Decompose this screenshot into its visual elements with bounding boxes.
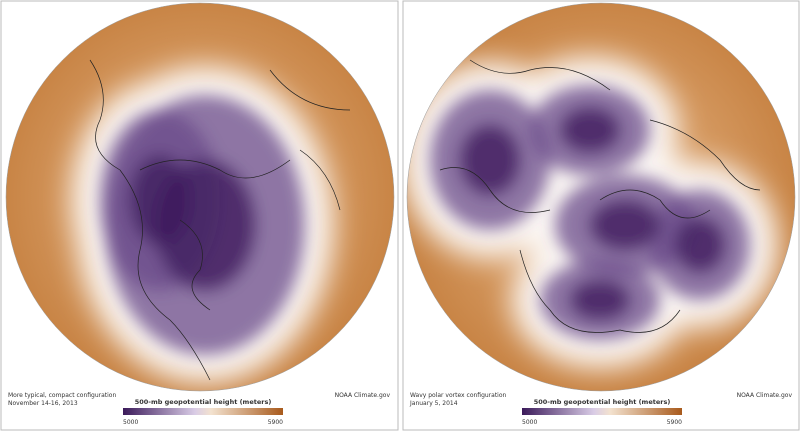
low-height-core	[570, 280, 630, 320]
purple-region	[100, 95, 305, 355]
colorbar-max: 5900	[268, 419, 283, 426]
map-outline	[5, 2, 395, 392]
low-height-core	[560, 107, 620, 153]
polar-map	[407, 3, 795, 391]
colorbar-min: 5000	[522, 419, 537, 426]
colorbar-max: 5900	[667, 419, 682, 426]
low-height-core	[130, 155, 190, 245]
low-height-core	[460, 125, 520, 195]
coastline	[89, 59, 351, 381]
caption: More typical, compact configuration	[8, 392, 116, 399]
colorbar-label: 500-mb geopotential height (meters)	[135, 398, 272, 406]
credit: NOAA Climate.gov	[335, 392, 391, 399]
colorbar	[522, 408, 682, 415]
credit: NOAA Climate.gov	[737, 392, 793, 399]
coastline	[439, 59, 761, 333]
colorbar-min: 5000	[123, 419, 138, 426]
date: January 5, 2014	[409, 400, 458, 407]
map-outline	[406, 2, 796, 392]
polar-map	[6, 3, 394, 391]
low-height-core	[590, 200, 660, 250]
caption: Wavy polar vortex configuration	[410, 392, 507, 399]
date: November 14-16, 2013	[8, 400, 78, 407]
colorbar	[123, 408, 283, 415]
low-height-core	[675, 217, 725, 273]
colorbar-label: 500-mb geopotential height (meters)	[534, 398, 671, 406]
